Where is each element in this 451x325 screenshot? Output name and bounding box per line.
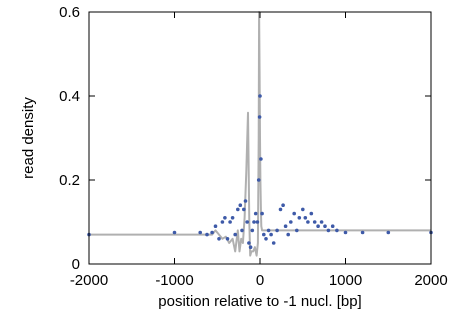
data-point bbox=[205, 232, 209, 237]
data-point bbox=[386, 230, 391, 235]
data-point bbox=[213, 224, 218, 228]
data-point bbox=[275, 228, 279, 233]
data-point bbox=[243, 199, 248, 203]
data-point bbox=[303, 216, 308, 220]
data-point bbox=[306, 220, 310, 224]
data-point bbox=[230, 216, 235, 220]
data-point bbox=[323, 224, 327, 228]
data-point bbox=[262, 232, 266, 237]
data-point bbox=[259, 157, 263, 161]
data-point bbox=[360, 230, 365, 235]
data-point bbox=[172, 230, 177, 235]
data-point bbox=[283, 224, 288, 228]
data-point bbox=[252, 220, 256, 224]
plot-area bbox=[87, 11, 433, 257]
data-point bbox=[289, 220, 293, 224]
data-point bbox=[245, 220, 249, 224]
data-point bbox=[271, 241, 276, 245]
data-point bbox=[255, 220, 260, 224]
y-tick-label: 0.4 bbox=[59, 88, 80, 105]
data-point bbox=[217, 237, 221, 241]
data-point bbox=[260, 211, 264, 216]
data-point bbox=[236, 207, 240, 212]
data-point bbox=[210, 230, 214, 235]
x-tick-label: -2000 bbox=[70, 272, 108, 289]
data-point bbox=[223, 216, 227, 220]
data-point bbox=[220, 220, 225, 224]
data-point bbox=[343, 230, 348, 235]
data-point bbox=[240, 228, 244, 233]
data-point bbox=[301, 207, 305, 212]
data-point bbox=[238, 203, 243, 207]
data-point bbox=[278, 207, 283, 212]
y-axis-label: read density bbox=[20, 97, 37, 179]
axis-ticks: -2000 -1000 0 1000 2000 0 0.2 0.4 0.6 bbox=[59, 4, 448, 289]
reference-profile-line bbox=[89, 11, 431, 257]
x-tick-label: 2000 bbox=[414, 272, 447, 289]
x-tick-label: 1000 bbox=[329, 272, 362, 289]
data-point bbox=[233, 232, 237, 237]
data-point bbox=[248, 245, 253, 249]
data-point bbox=[250, 228, 255, 233]
data-point bbox=[312, 220, 317, 224]
y-tick-label: 0 bbox=[72, 256, 80, 273]
data-point bbox=[258, 94, 262, 98]
y-tick-label: 0.6 bbox=[59, 4, 80, 21]
data-point bbox=[316, 224, 320, 228]
data-point bbox=[253, 211, 258, 216]
data-point bbox=[281, 203, 285, 207]
data-point bbox=[297, 216, 302, 220]
data-point bbox=[286, 232, 291, 237]
data-point bbox=[319, 220, 324, 224]
x-tick-label: -1000 bbox=[155, 272, 193, 289]
data-point bbox=[256, 178, 261, 182]
x-tick-label: 0 bbox=[256, 272, 264, 289]
data-point bbox=[198, 230, 202, 235]
data-point bbox=[326, 228, 331, 233]
data-point bbox=[309, 211, 314, 216]
data-point bbox=[257, 115, 262, 119]
data-point bbox=[247, 241, 251, 245]
data-point bbox=[335, 228, 339, 233]
data-point bbox=[292, 211, 297, 216]
data-point bbox=[228, 220, 232, 224]
data-point bbox=[269, 232, 273, 237]
data-point bbox=[264, 237, 268, 241]
data-point bbox=[242, 207, 246, 212]
data-point bbox=[295, 228, 299, 233]
data-point bbox=[225, 237, 230, 241]
data-point bbox=[266, 228, 271, 233]
data-point bbox=[330, 224, 335, 228]
y-tick-label: 0.2 bbox=[59, 172, 80, 189]
x-axis-label: position relative to -1 nucl. [bp] bbox=[158, 293, 361, 310]
